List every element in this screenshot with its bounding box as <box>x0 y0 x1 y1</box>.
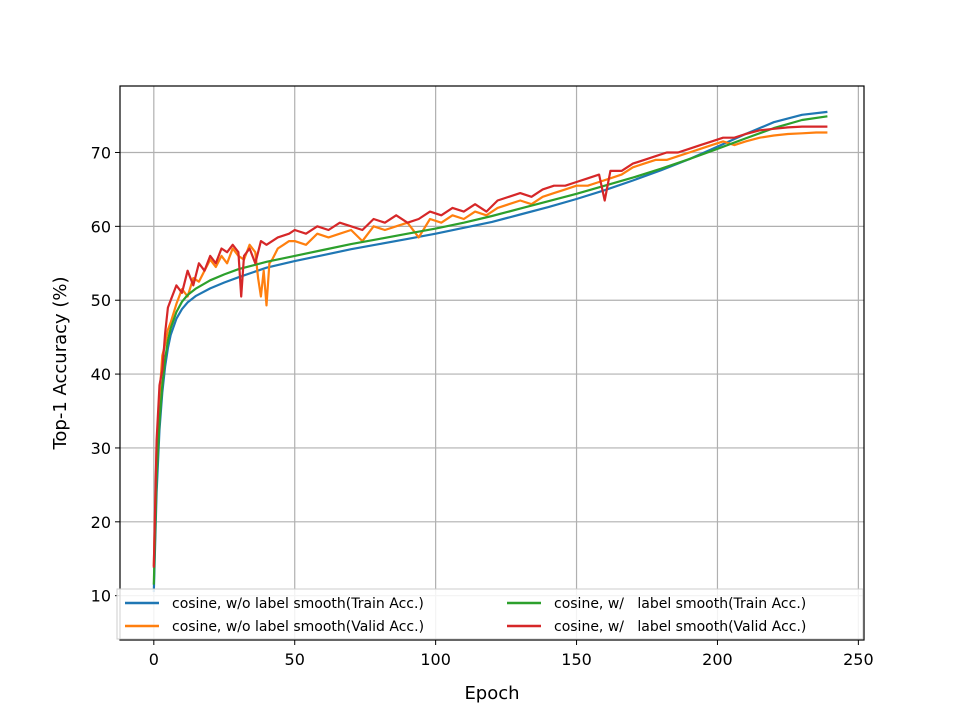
x-axis-title: Epoch <box>464 683 519 704</box>
y-tick-label: 30 <box>91 439 111 458</box>
x-tick-label: 150 <box>561 650 592 669</box>
x-tick-label: 0 <box>149 650 159 669</box>
series-line-2 <box>152 131 828 567</box>
y-tick-label: 20 <box>91 513 111 532</box>
x-axis-ticks: 0 50 100 150 200 250 <box>149 640 874 669</box>
plot-frame <box>119 85 865 641</box>
series-line-3 <box>152 115 828 585</box>
y-tick-label: 40 <box>91 365 111 384</box>
x-tick-label: 50 <box>285 650 305 669</box>
y-axis-ticks: 10 20 30 40 50 60 70 <box>91 143 120 606</box>
y-axis-title: Top-1 Accuracy (%) <box>50 276 71 450</box>
legend-label-1: cosine, w/o label smooth(Train Acc.) <box>172 596 424 612</box>
y-tick-label: 50 <box>91 291 111 310</box>
legend-label-4: cosine, w/ label smooth(Valid Acc.) <box>554 619 806 635</box>
legend-box <box>116 588 864 640</box>
x-tick-label: 200 <box>702 650 733 669</box>
plot-background <box>120 86 864 640</box>
legend-label-3: cosine, w/ label smooth(Train Acc.) <box>554 596 806 612</box>
plot-area <box>119 85 865 641</box>
legend: cosine, w/o label smooth(Train Acc.) cosi… <box>116 588 864 640</box>
series-layer <box>152 110 828 593</box>
y-tick-label: 10 <box>91 587 111 606</box>
legend-label-2: cosine, w/o label smooth(Valid Acc.) <box>172 619 424 635</box>
series-line-4 <box>152 125 828 568</box>
grid <box>120 86 864 640</box>
x-tick-label: 250 <box>843 650 874 669</box>
y-tick-label: 60 <box>91 217 111 236</box>
y-tick-label: 70 <box>91 143 111 162</box>
x-tick-label: 100 <box>420 650 451 669</box>
